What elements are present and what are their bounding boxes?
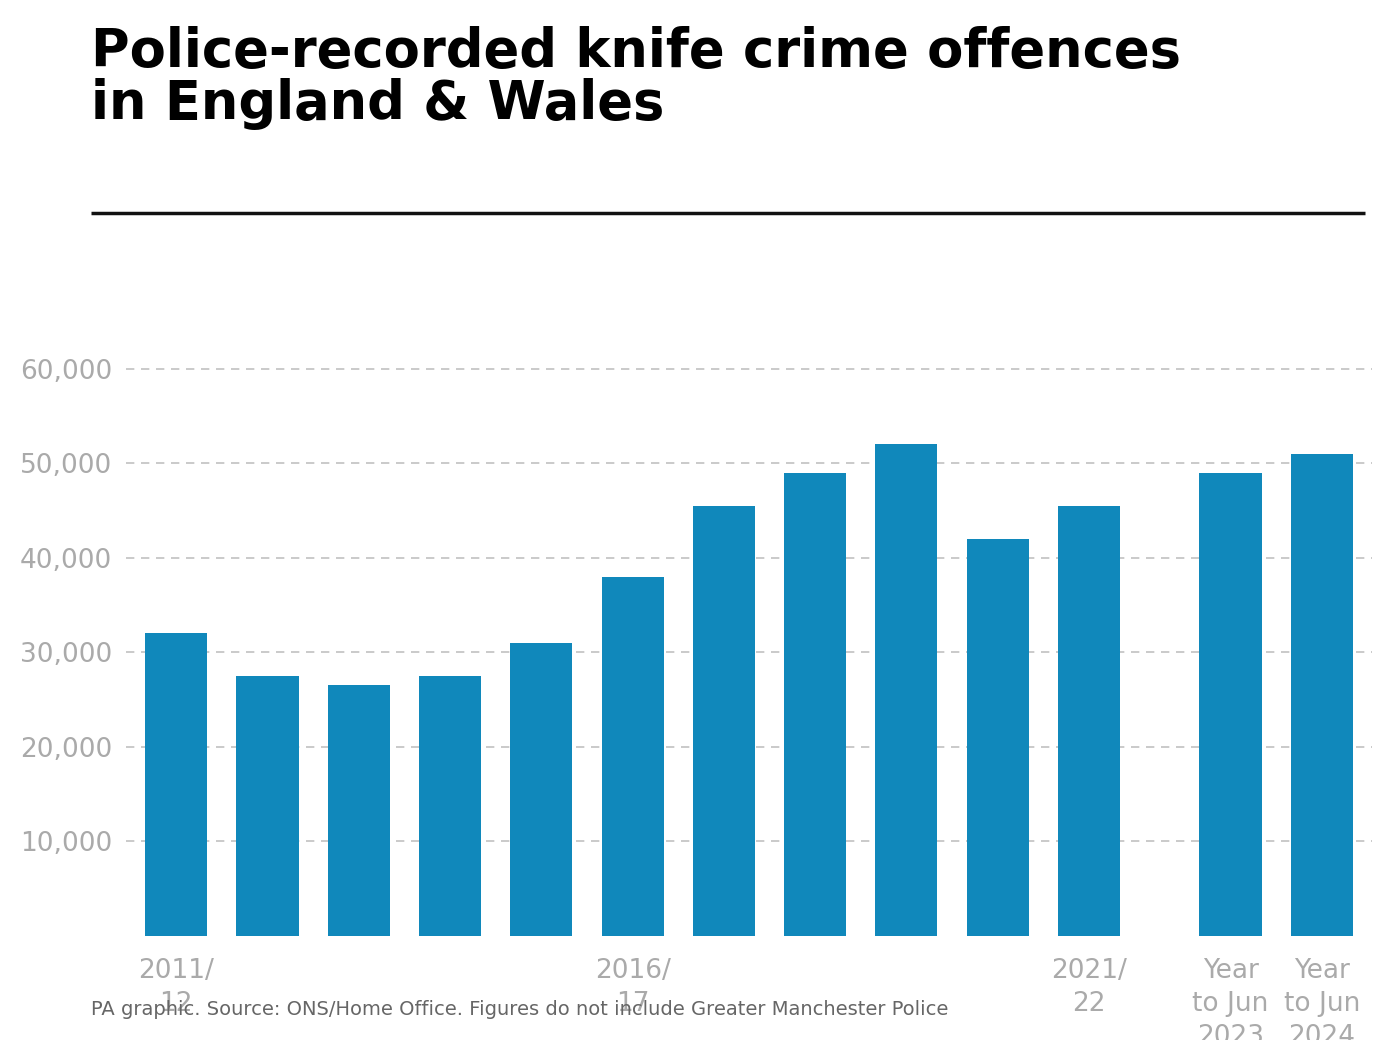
Bar xyxy=(875,444,938,936)
Bar xyxy=(146,633,207,936)
Bar xyxy=(237,676,298,936)
Bar xyxy=(419,676,482,936)
Bar xyxy=(784,473,846,936)
Text: in England & Wales: in England & Wales xyxy=(91,78,665,130)
Bar xyxy=(1058,505,1120,936)
Bar xyxy=(967,539,1029,936)
Bar xyxy=(693,505,755,936)
Text: Police-recorded knife crime offences: Police-recorded knife crime offences xyxy=(91,26,1182,78)
Bar xyxy=(1200,473,1261,936)
Bar xyxy=(1291,453,1352,936)
Bar xyxy=(602,577,664,936)
Bar xyxy=(510,643,573,936)
Bar xyxy=(328,685,389,936)
Text: PA graphic. Source: ONS/Home Office. Figures do not include Greater Manchester P: PA graphic. Source: ONS/Home Office. Fig… xyxy=(91,1000,948,1019)
